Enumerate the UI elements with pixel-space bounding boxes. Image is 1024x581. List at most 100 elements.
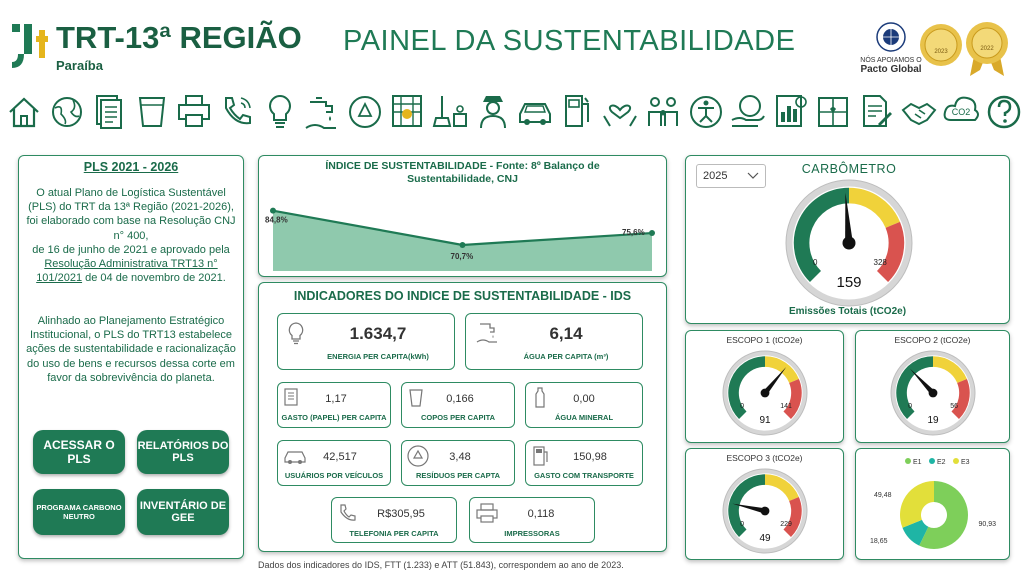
gauge-yellow-band: [848, 187, 900, 229]
residuos-value: 3,48: [449, 451, 471, 463]
pls-resolution-link[interactable]: Resolução Administrativa TRT13 n° 101/20…: [36, 258, 218, 285]
globe-icon[interactable]: [47, 90, 87, 136]
escopo1-panel: ESCOPO 1 (tCO2e) 0 141 91: [685, 330, 844, 443]
report-icon[interactable]: [771, 90, 811, 136]
data-label: 84,8%: [265, 216, 288, 225]
papel-value: 1,17: [325, 393, 347, 405]
inventario-gee-button[interactable]: INVENTÁRIO DE GEE: [137, 489, 229, 535]
seal-2023-year: 2023: [934, 49, 948, 55]
cleaning-icon[interactable]: [430, 90, 470, 136]
gauge-red-band: [783, 496, 802, 537]
impressoras-card[interactable]: 0,118 IMPRESSORAS: [469, 497, 595, 543]
pls-text-part1: O atual Plano de Logística Sustentável (…: [26, 187, 236, 242]
chart-title: ÍNDICE DE SUSTENTABILIDADE - Fonte: 8º B…: [325, 160, 600, 185]
faucet-hand-icon: [476, 323, 497, 343]
energia-card[interactable]: 1.634,7 ENERGIA PER CAPITA(kWh): [277, 313, 455, 370]
programa-carbono-neutro-button[interactable]: PROGRAMA CARBONO NEUTRO: [33, 489, 125, 535]
gauge-hub: [760, 388, 770, 398]
agua-mineral-value: 0,00: [573, 393, 595, 405]
data-point[interactable]: [649, 230, 655, 237]
home-icon[interactable]: [4, 90, 44, 136]
water-bottle-icon: [535, 387, 545, 408]
documents-icon[interactable]: [89, 90, 129, 136]
transporte-card[interactable]: 150,98 GASTO COM TRANSPORTE: [525, 440, 643, 486]
agua-value: 6,14: [549, 324, 583, 343]
year-select-value: 2025: [703, 170, 728, 182]
sustainability-area-chart: 84,8% 70,7% 75,6%: [265, 207, 655, 271]
printer-icon[interactable]: [174, 90, 214, 136]
security-guard-icon[interactable]: [473, 90, 513, 136]
veiculos-value: 42,517: [323, 451, 357, 463]
donut-label: 18,65: [870, 538, 888, 545]
lightbulb-icon[interactable]: [260, 90, 300, 136]
gauge-max-label: 56: [950, 403, 958, 410]
gauge-value-label: 159: [836, 274, 861, 291]
agua-card[interactable]: 6,14 ÁGUA PER CAPITA (m³): [465, 313, 643, 370]
telefonia-label: TELEFONIA PER CAPITA: [349, 529, 439, 538]
year-select[interactable]: 2025: [696, 164, 766, 188]
document-pen-icon[interactable]: [856, 90, 896, 136]
gauge-hub: [760, 506, 770, 516]
gauge-green-band: [728, 356, 766, 419]
sustainable-hand-icon[interactable]: [728, 90, 768, 136]
pacto-line2: Pacto Global: [860, 64, 922, 75]
carbometro-panel: 2025 CARBÔMETRO 0 328 159 Emissões Totais …: [685, 155, 1010, 324]
transporte-value: 150,98: [573, 451, 607, 463]
heart-hands-icon[interactable]: [600, 90, 640, 136]
document-icon: [284, 388, 298, 406]
copos-value: 0,166: [446, 393, 474, 405]
carbometro-title: CARBÔMETRO: [801, 162, 897, 176]
papel-card[interactable]: 1,17 GASTO (PAPEL) PER CAPITA: [277, 382, 391, 428]
acessar-pls-button[interactable]: ACESSAR O PLS: [33, 430, 125, 474]
donut-slice-e2[interactable]: [902, 519, 929, 546]
telefonia-card[interactable]: R$305,95 TELEFONIA PER CAPITA: [331, 497, 457, 543]
data-point[interactable]: [270, 207, 276, 214]
phone-icon: [340, 504, 356, 521]
help-icon[interactable]: [984, 90, 1024, 136]
carbometro-footer: Emissões Totais (tCO2e): [788, 306, 907, 317]
recycle-icon[interactable]: [345, 90, 385, 136]
phone-icon[interactable]: [217, 90, 257, 136]
legend-label: E1: [913, 459, 922, 466]
legend-label: E2: [937, 459, 946, 466]
residuos-label: RESÍDUOS PER CAPTA: [415, 471, 501, 480]
gauge-value-label: 91: [759, 415, 771, 426]
donut-slice-e1[interactable]: [919, 481, 968, 549]
building-workers-icon[interactable]: [387, 90, 427, 136]
car-icon[interactable]: [515, 90, 555, 136]
data-point[interactable]: [459, 241, 466, 248]
cups-icon[interactable]: [132, 90, 172, 136]
emissions-donut-chart: E1 E2 E3 90,93 18,65 49,48: [870, 458, 996, 549]
donut-label: 90,93: [978, 521, 996, 528]
relatorios-pls-button[interactable]: RELATÓRIOS DO PLS: [137, 430, 229, 474]
pls-title: PLS 2021 - 2026: [83, 160, 179, 174]
transporte-label: GASTO COM TRANSPORTE: [534, 471, 634, 480]
fuel-pump-icon[interactable]: [558, 90, 598, 136]
ids-panel: INDICADORES DO INDICE DE SUSTENTABILIDAD…: [258, 282, 667, 552]
gauge-needle: [909, 368, 935, 395]
co2-cloud-icon[interactable]: CO2: [941, 90, 981, 136]
accessibility-icon[interactable]: [686, 90, 726, 136]
car-icon: [284, 451, 306, 464]
carbometro-gauge: 0 328 159: [785, 179, 913, 307]
puzzle-icon[interactable]: [813, 90, 853, 136]
gauge-red-band: [783, 378, 802, 419]
telefonia-value: R$305,95: [377, 508, 425, 520]
faucet-icon[interactable]: [302, 90, 342, 136]
people-icon[interactable]: [643, 90, 683, 136]
handshake-icon[interactable]: [899, 90, 939, 136]
pacto-line1: NÓS APOIAMOS O: [860, 57, 922, 64]
residuos-card[interactable]: 3,48 RESÍDUOS PER CAPTA: [401, 440, 515, 486]
gauge-min-label: 0: [740, 403, 744, 410]
copos-label: COPOS PER CAPITA: [420, 413, 496, 422]
gauge-value-label: 49: [759, 533, 771, 544]
escopo2-gauge: 0 56 19: [890, 350, 976, 436]
escopo3-panel: ESCOPO 3 (tCO2e) 0 229 49: [685, 448, 844, 560]
gauge-yellow-band: [764, 356, 799, 384]
energia-label: ENERGIA PER CAPITA(kWh): [327, 352, 429, 361]
agua-mineral-card[interactable]: 0,00 ÁGUA MINERAL: [525, 382, 643, 428]
legend-swatch: [905, 458, 911, 464]
copos-card[interactable]: 0,166 COPOS PER CAPITA: [401, 382, 515, 428]
donut-slice-e3[interactable]: [900, 481, 934, 528]
veiculos-card[interactable]: 42,517 USUÁRIOS POR VEÍCULOS: [277, 440, 391, 486]
